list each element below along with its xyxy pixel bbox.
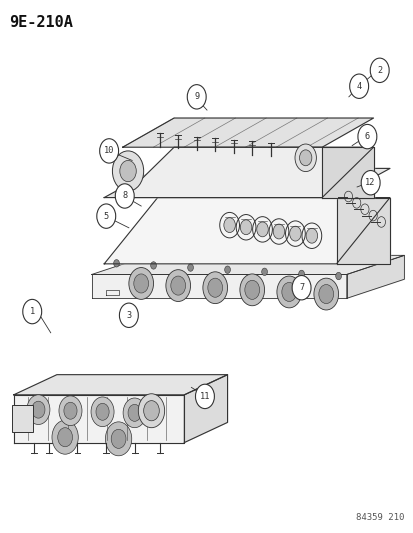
Circle shape xyxy=(349,74,368,99)
Circle shape xyxy=(305,228,317,243)
Circle shape xyxy=(244,280,259,300)
Circle shape xyxy=(292,276,310,300)
Polygon shape xyxy=(104,168,389,198)
Polygon shape xyxy=(122,118,373,147)
Text: 9: 9 xyxy=(194,92,199,101)
Circle shape xyxy=(256,222,268,237)
Circle shape xyxy=(239,274,264,306)
Circle shape xyxy=(32,401,45,418)
Circle shape xyxy=(273,224,284,239)
Circle shape xyxy=(298,270,304,278)
Circle shape xyxy=(187,264,193,271)
Polygon shape xyxy=(122,147,373,198)
Circle shape xyxy=(294,144,316,172)
Circle shape xyxy=(299,150,311,166)
Text: 2: 2 xyxy=(376,66,382,75)
Circle shape xyxy=(171,276,185,295)
Text: 10: 10 xyxy=(104,147,114,156)
Circle shape xyxy=(240,220,251,235)
Text: 9E-210A: 9E-210A xyxy=(9,14,74,30)
Circle shape xyxy=(97,204,115,228)
Polygon shape xyxy=(14,375,227,395)
Text: 11: 11 xyxy=(199,392,210,401)
Circle shape xyxy=(64,402,77,419)
Circle shape xyxy=(143,401,159,421)
Text: 3: 3 xyxy=(126,311,131,320)
Polygon shape xyxy=(321,147,373,198)
Polygon shape xyxy=(184,375,227,442)
Polygon shape xyxy=(92,274,346,298)
Circle shape xyxy=(281,282,296,302)
Circle shape xyxy=(313,278,338,310)
Circle shape xyxy=(195,384,214,409)
Text: 6: 6 xyxy=(364,132,369,141)
Circle shape xyxy=(187,85,206,109)
Circle shape xyxy=(119,303,138,327)
Circle shape xyxy=(276,276,301,308)
Text: 12: 12 xyxy=(365,178,375,187)
Circle shape xyxy=(261,268,267,276)
Polygon shape xyxy=(104,198,389,264)
Circle shape xyxy=(357,124,376,149)
Circle shape xyxy=(150,262,156,269)
Circle shape xyxy=(224,266,230,273)
Circle shape xyxy=(59,396,82,425)
Circle shape xyxy=(52,420,78,454)
Circle shape xyxy=(119,160,136,182)
Circle shape xyxy=(166,270,190,302)
Circle shape xyxy=(57,427,72,447)
Circle shape xyxy=(318,285,333,304)
Circle shape xyxy=(105,422,131,456)
Polygon shape xyxy=(14,395,184,442)
Circle shape xyxy=(114,260,119,267)
Circle shape xyxy=(207,278,222,297)
Polygon shape xyxy=(92,255,404,274)
Circle shape xyxy=(128,268,153,300)
Text: 7: 7 xyxy=(298,283,304,292)
Circle shape xyxy=(91,397,114,426)
Circle shape xyxy=(96,403,109,420)
Circle shape xyxy=(138,394,164,427)
Circle shape xyxy=(23,300,42,324)
Circle shape xyxy=(133,274,148,293)
Text: 84359 210: 84359 210 xyxy=(355,513,404,522)
Polygon shape xyxy=(336,198,389,264)
Circle shape xyxy=(289,226,300,241)
Text: 5: 5 xyxy=(103,212,109,221)
Text: 1: 1 xyxy=(30,307,35,316)
Circle shape xyxy=(123,398,146,427)
Polygon shape xyxy=(346,255,404,298)
Circle shape xyxy=(223,217,235,232)
Circle shape xyxy=(335,272,341,280)
Circle shape xyxy=(128,405,141,421)
Circle shape xyxy=(202,272,227,304)
Circle shape xyxy=(360,171,379,195)
Circle shape xyxy=(27,395,50,424)
Circle shape xyxy=(111,429,126,448)
FancyBboxPatch shape xyxy=(12,406,33,432)
Circle shape xyxy=(112,151,143,191)
Text: 4: 4 xyxy=(356,82,361,91)
Circle shape xyxy=(115,184,134,208)
Circle shape xyxy=(369,58,388,83)
Circle shape xyxy=(100,139,118,163)
Text: 8: 8 xyxy=(122,191,127,200)
